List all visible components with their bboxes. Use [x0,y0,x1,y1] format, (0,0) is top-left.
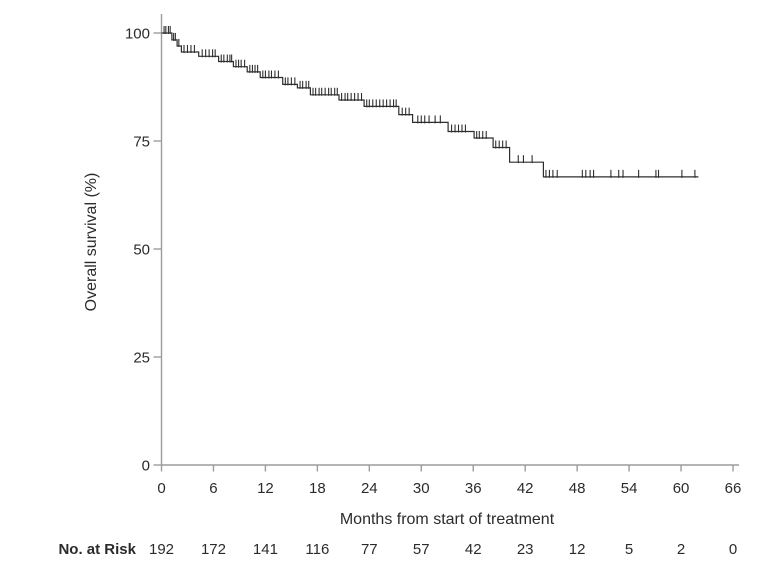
risk-count: 192 [149,541,174,558]
y-axis: 0 25 50 75 100 [125,14,163,475]
survival-step-path [161,32,699,178]
risk-count: 5 [625,541,633,558]
risk-count: 12 [569,541,586,558]
risk-count: 172 [201,541,226,558]
x-tick-label: 6 [209,480,217,497]
y-tick-label: 50 [133,242,150,259]
x-tick-label: 42 [517,480,534,497]
risk-count: 116 [305,541,329,558]
y-tick-label: 75 [133,134,150,151]
x-tick-label: 36 [465,480,482,497]
risk-table: 192 172 141 116 77 57 42 23 12 5 2 0 [149,541,737,558]
survival-curve [161,32,699,178]
censor-marks [163,26,696,178]
risk-table-label: No. at Risk [58,541,136,558]
x-tick-label: 12 [257,480,274,497]
y-tick-label: 0 [142,458,150,475]
x-tick-label: 60 [673,480,690,497]
y-axis-title: Overall survival (%) [83,173,100,312]
y-tick-label: 100 [125,26,150,43]
x-tick-label: 48 [569,480,586,497]
x-tick-label: 0 [157,480,165,497]
risk-count: 42 [465,541,482,558]
risk-count: 23 [517,541,534,558]
x-tick-label: 24 [361,480,378,497]
x-axis: 0 6 12 18 24 30 36 42 48 54 60 66 [157,464,742,497]
x-tick-label: 54 [621,480,638,497]
risk-count: 2 [677,541,685,558]
x-tick-label: 18 [309,480,326,497]
risk-count: 57 [413,541,430,558]
x-axis-title: Months from start of treatment [340,511,555,528]
risk-count: 0 [729,541,737,558]
x-tick-label: 66 [725,480,742,497]
risk-count: 141 [253,541,278,558]
x-tick-label: 30 [413,480,430,497]
risk-count: 77 [361,541,378,558]
y-tick-label: 25 [133,350,150,367]
